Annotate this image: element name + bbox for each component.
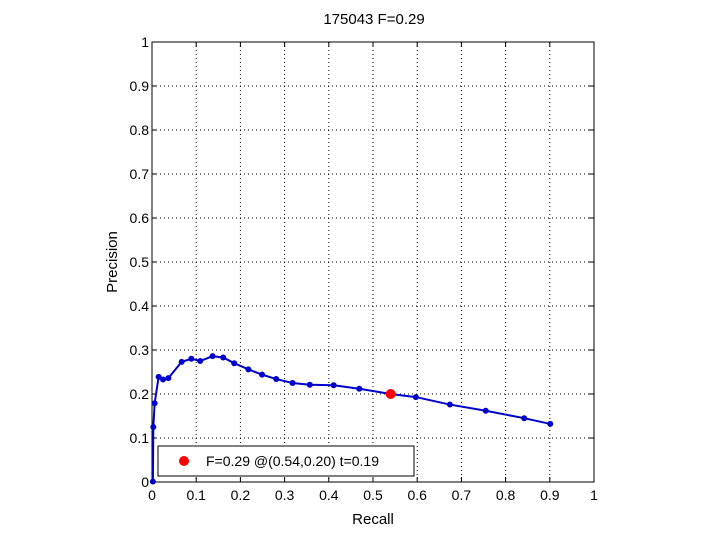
pr-curve-point: [356, 385, 363, 392]
x-tick-label: 1: [590, 487, 598, 503]
grid-lines: [152, 42, 594, 482]
pr-curve-point: [306, 381, 313, 388]
y-tick-label: 1: [141, 34, 149, 50]
pr-curve-point: [209, 353, 216, 360]
y-tick-label: 0.2: [130, 386, 150, 402]
pr-curve-point: [259, 371, 266, 378]
legend-marker: [179, 456, 189, 466]
x-axis-label: Recall: [352, 511, 394, 528]
pr-curve-point: [446, 401, 453, 408]
x-tick-label: 0.2: [231, 487, 251, 503]
y-tick-label: 0.3: [130, 342, 150, 358]
pr-curve-point: [197, 358, 204, 364]
y-tick-label: 0: [141, 474, 149, 490]
pr-curve-point: [231, 360, 238, 367]
pr-curve-point: [220, 354, 227, 361]
legend-label: F=0.29 @(0.54,0.20) t=0.19: [206, 453, 379, 469]
pr-curve-point: [412, 394, 419, 401]
chart-title: 175043 F=0.29: [323, 11, 424, 28]
pr-curve-point: [151, 400, 158, 407]
y-tick-label: 0.6: [130, 210, 150, 226]
y-tick-label: 0.8: [130, 122, 150, 138]
x-tick-label: 0: [148, 487, 156, 503]
pr-curve-point: [188, 355, 195, 362]
pr-curve-point: [482, 407, 489, 414]
pr-curve-point: [149, 478, 156, 485]
pr-curve-point: [245, 366, 252, 373]
pr-series: [149, 353, 554, 485]
x-tick-label: 0.6: [407, 487, 427, 503]
pr-curve-point: [273, 376, 280, 383]
pr-curve-point: [521, 415, 528, 422]
pr-curve-point: [155, 373, 162, 380]
pr-curve-point: [160, 376, 167, 383]
x-tick-label: 0.5: [363, 487, 383, 503]
pr-curve-point: [289, 380, 296, 386]
y-tick-label: 0.9: [130, 78, 150, 94]
best-f-point: [385, 389, 396, 399]
x-tick-label: 0.4: [319, 487, 339, 503]
y-tick-label: 0.7: [130, 166, 150, 182]
pr-curve-point: [150, 424, 157, 430]
pr-curve-point: [547, 420, 554, 427]
x-tick-label: 0.7: [452, 487, 472, 503]
x-tick-label: 0.1: [186, 487, 206, 503]
y-tick-label: 0.1: [130, 430, 150, 446]
axis-ticks: 0 0.1 0.2 0.3 0.4 0.5 0.6 0.7 0.8 0.9 1 0 0.1 0.2 0.3 0…: [130, 34, 599, 503]
y-tick-label: 0.5: [130, 254, 150, 270]
x-tick-label: 0.3: [275, 487, 295, 503]
legend: F=0.29 @(0.54,0.20) t=0.19: [157, 445, 415, 477]
x-tick-label: 0.9: [540, 487, 560, 503]
pr-curve-point: [330, 382, 337, 389]
y-tick-label: 0.4: [130, 298, 150, 314]
pr-curve-point: [178, 358, 185, 365]
x-tick-label: 0.8: [496, 487, 516, 503]
y-axis-label: Precision: [104, 231, 121, 293]
legend-box: [157, 445, 415, 477]
pr-curve-point: [165, 375, 172, 382]
